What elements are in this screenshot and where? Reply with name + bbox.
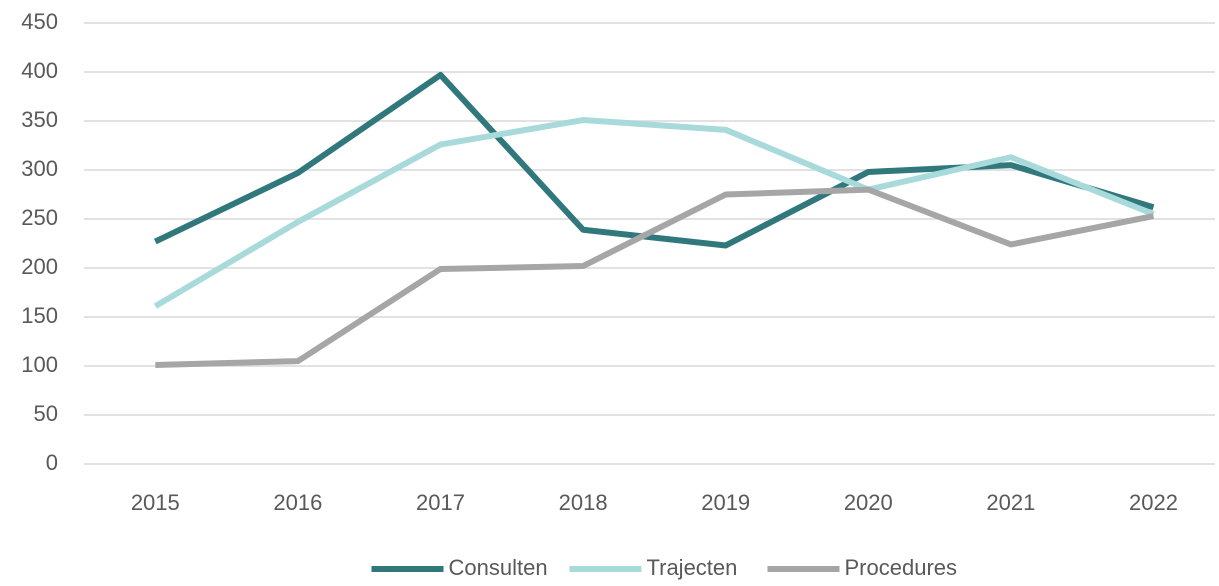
y-tick-label: 350	[21, 107, 58, 132]
legend-label: Procedures	[845, 555, 958, 580]
x-tick-label: 2017	[416, 490, 465, 515]
legend-label: Trajecten	[647, 555, 738, 580]
x-tick-label: 2021	[986, 490, 1035, 515]
x-tick-label: 2015	[131, 490, 180, 515]
series-line	[153, 117, 1155, 309]
y-tick-label: 400	[21, 58, 58, 83]
y-tick-label: 200	[21, 254, 58, 279]
y-tick-label: 450	[21, 9, 58, 34]
y-tick-label: 150	[21, 303, 58, 328]
series-line	[155, 186, 1155, 369]
y-tick-label: 250	[21, 205, 58, 230]
x-tick-label: 2018	[559, 490, 608, 515]
x-tick-label: 2020	[844, 490, 893, 515]
x-tick-label: 2022	[1129, 490, 1178, 515]
series-line	[153, 71, 1155, 249]
legend-label: Consulten	[449, 555, 548, 580]
y-tick-label: 100	[21, 352, 58, 377]
y-tick-label: 300	[21, 156, 58, 181]
y-tick-label: 50	[34, 401, 58, 426]
x-tick-label: 2019	[701, 490, 750, 515]
x-tick-label: 2016	[273, 490, 322, 515]
y-tick-label: 0	[46, 450, 58, 475]
